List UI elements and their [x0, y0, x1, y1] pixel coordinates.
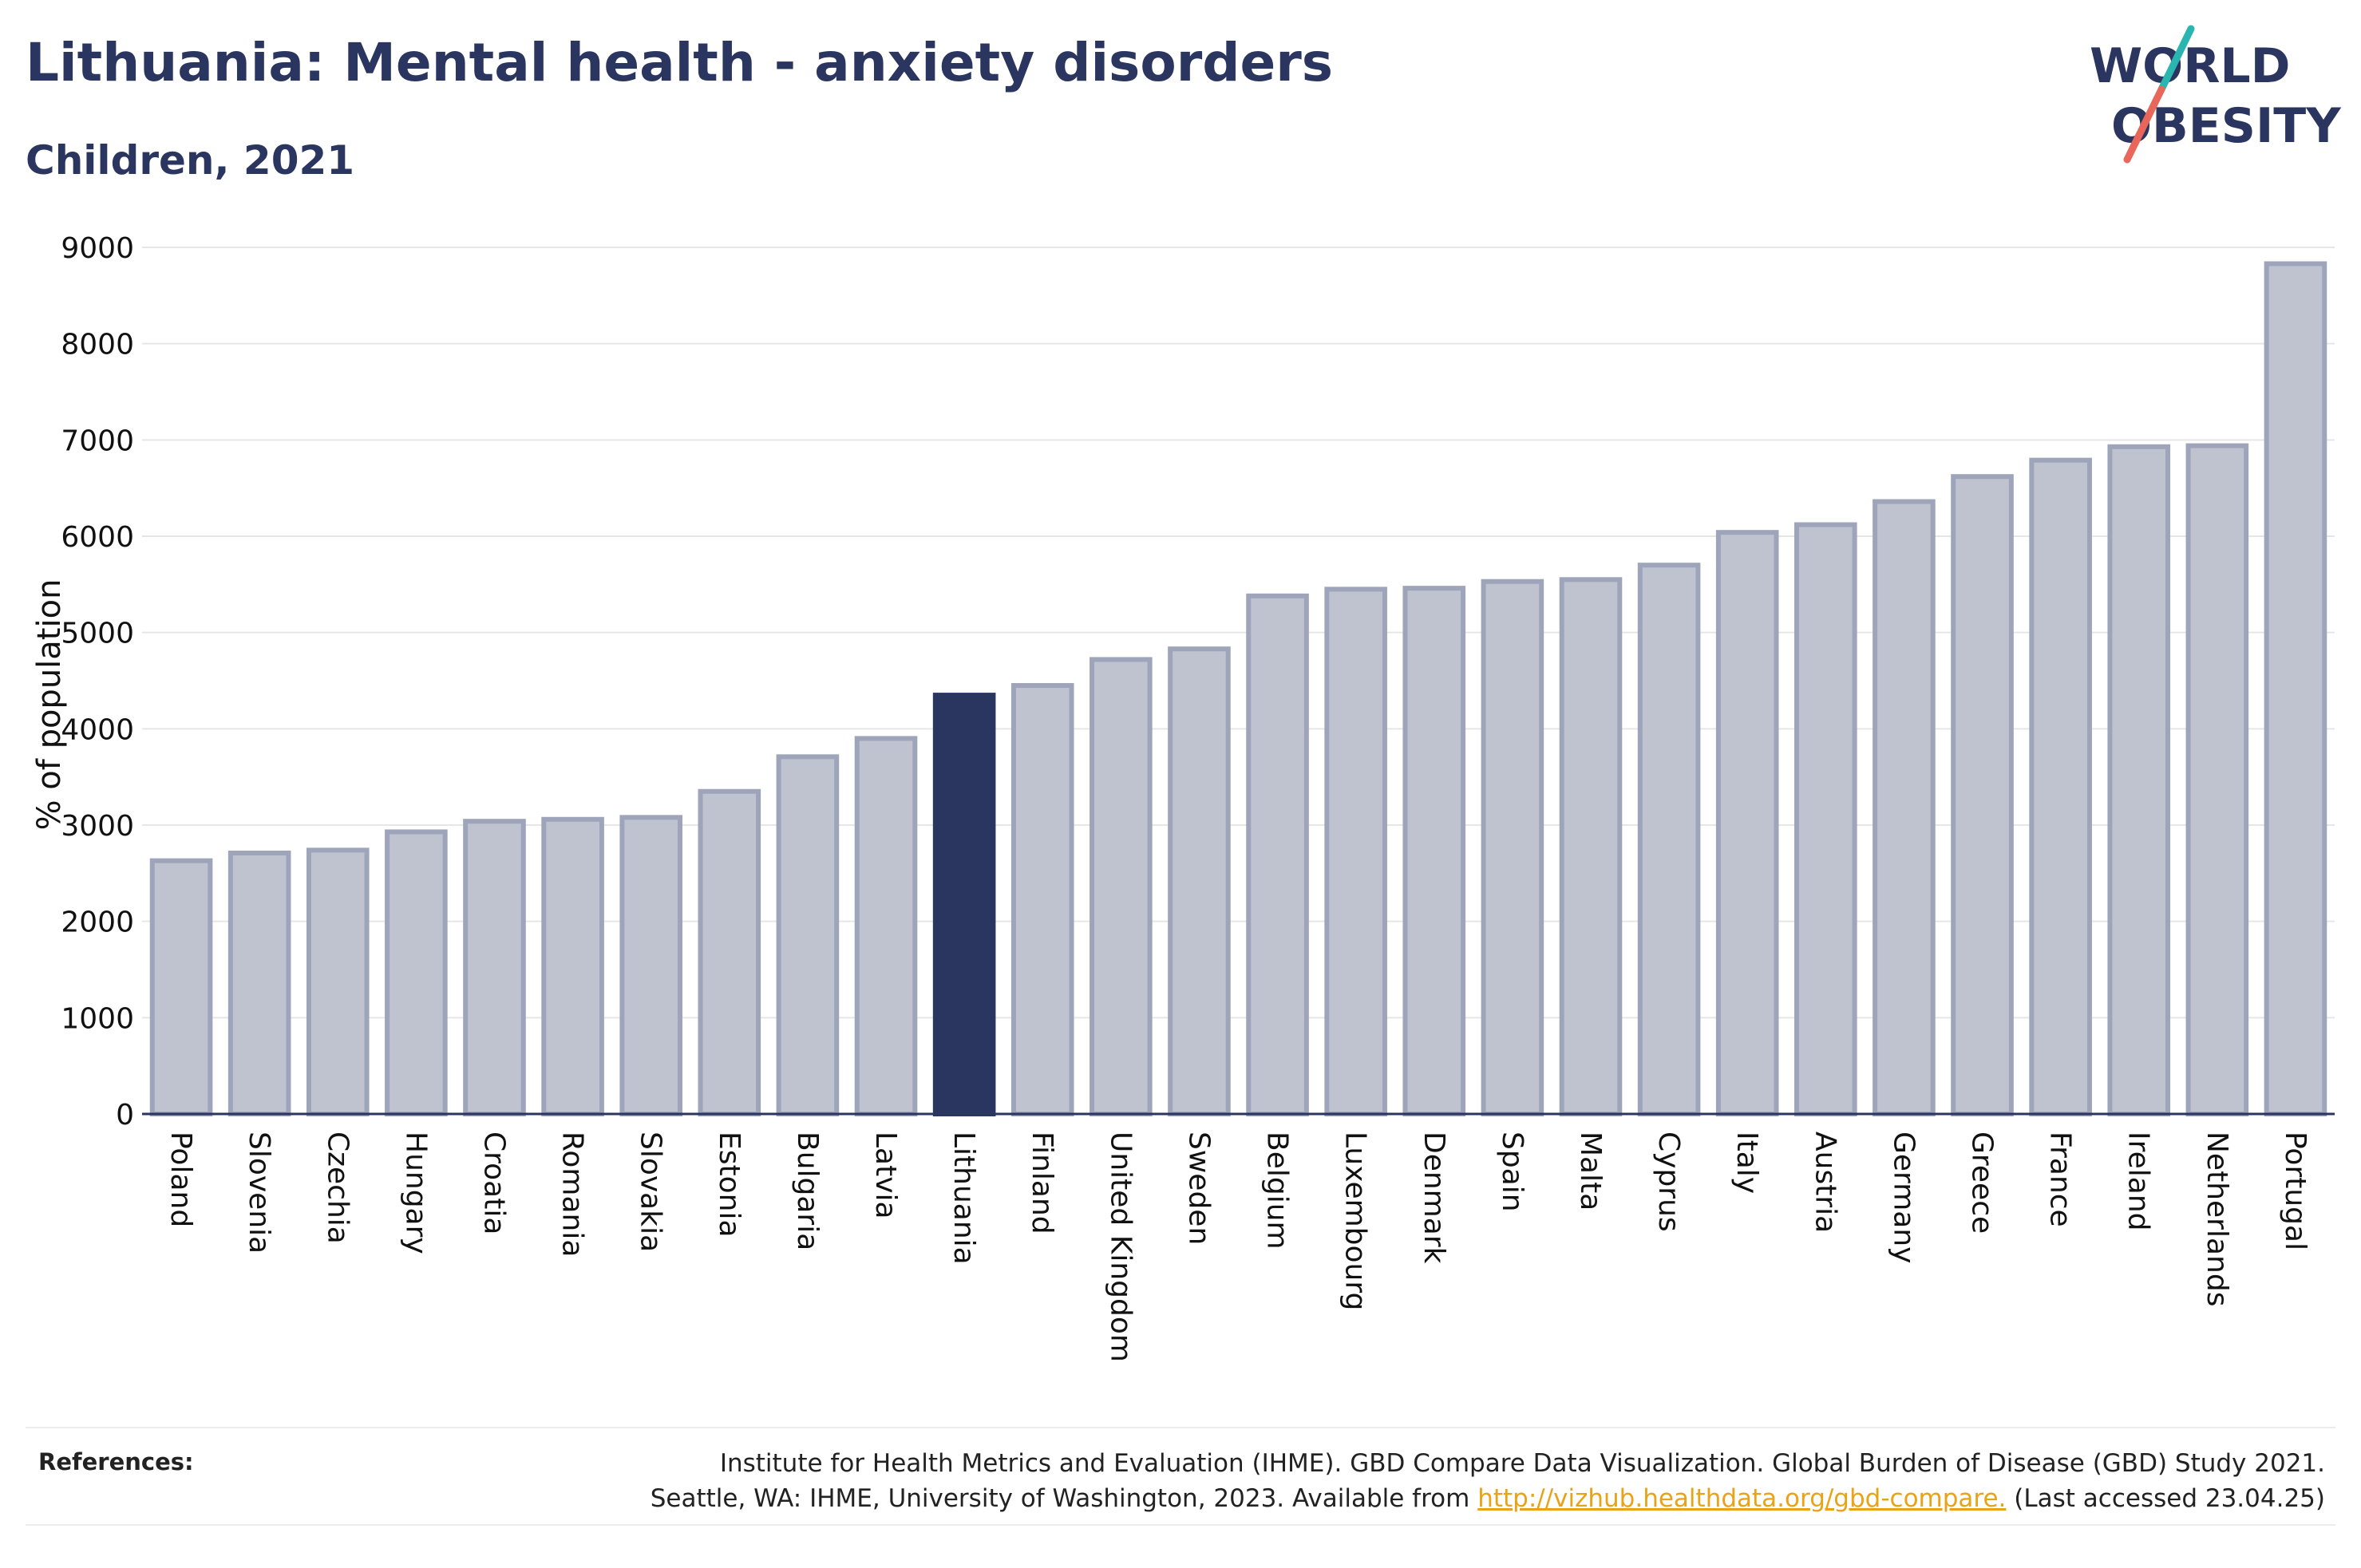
y-tick-label: 6000	[61, 521, 134, 554]
bar-slovenia	[227, 850, 291, 1116]
x-tick-label: Italy	[1730, 1132, 1763, 1194]
y-tick-label: 0	[116, 1099, 134, 1132]
bar-slovakia	[619, 815, 682, 1116]
bar-denmark	[1402, 586, 1466, 1116]
x-tick-label: Denmark	[1418, 1132, 1450, 1264]
bar-sweden	[1168, 646, 1231, 1116]
y-tick-label: 9000	[61, 232, 134, 265]
bar-finland	[1010, 683, 1074, 1116]
logo-slash-coral	[2123, 85, 2165, 164]
bar-france	[2029, 457, 2092, 1116]
bar-bulgaria	[776, 754, 840, 1116]
x-tick-label: Sweden	[1182, 1132, 1215, 1245]
references-bottom-rule	[26, 1524, 2335, 1526]
x-tick-label: Lithuania	[947, 1132, 980, 1265]
bar-latvia	[854, 736, 918, 1117]
y-tick-label: 2000	[61, 906, 134, 939]
logo-line1: WORLD	[2090, 38, 2290, 94]
y-tick-label: 1000	[61, 1002, 134, 1035]
x-tick-label: Latvia	[869, 1132, 902, 1219]
x-tick-label: Romania	[556, 1132, 589, 1257]
bar-portugal	[2264, 261, 2327, 1117]
logo-slash-teal	[2157, 25, 2195, 93]
bar-poland	[149, 858, 213, 1116]
world-obesity-logo: WORLD OBESITY	[2090, 25, 2342, 164]
x-tick-label: Finland	[1026, 1132, 1058, 1234]
bars	[149, 261, 2327, 1117]
y-tick-label: 5000	[61, 618, 134, 650]
x-tick-label: Spain	[1496, 1132, 1529, 1212]
x-tick-label: Estonia	[713, 1132, 745, 1238]
bar-luxembourg	[1324, 587, 1387, 1116]
x-tick-label: United Kingdom	[1104, 1132, 1137, 1362]
y-tick-label: 7000	[61, 425, 134, 457]
x-tick-labels: Poland Slovenia Czechia Hungary Croatia Roman…	[164, 1132, 2312, 1362]
x-tick-label: Hungary	[399, 1132, 432, 1254]
x-tick-label: Croatia	[477, 1132, 510, 1234]
bar-malta	[1559, 577, 1623, 1116]
x-tick-label: Poland	[164, 1132, 197, 1227]
x-tick-label: Cyprus	[1652, 1132, 1685, 1232]
y-tick-label: 3000	[61, 810, 134, 843]
x-tick-label: Netherlands	[2201, 1132, 2233, 1306]
x-tick-label: Slovakia	[635, 1132, 667, 1252]
bar-united-kingdom	[1090, 657, 1153, 1116]
bar-hungary	[385, 829, 448, 1116]
x-tick-label: France	[2044, 1132, 2077, 1227]
bar-estonia	[698, 788, 761, 1116]
page-subtitle: Children, 2021	[26, 137, 355, 184]
x-tick-label: Greece	[1966, 1132, 1999, 1234]
bar-lithuania	[932, 693, 996, 1116]
x-tick-label: Portugal	[2279, 1132, 2312, 1250]
bar-romania	[541, 816, 604, 1116]
x-tick-label: Luxembourg	[1339, 1132, 1372, 1310]
bar-germany	[1873, 499, 1936, 1116]
bar-italy	[1715, 530, 1779, 1116]
x-tick-label: Ireland	[2122, 1132, 2155, 1231]
bar-belgium	[1246, 593, 1309, 1116]
reference-line-2-prefix: Seattle, WA: IHME, University of Washing…	[650, 1484, 1478, 1513]
reference-link[interactable]: http://vizhub.healthdata.org/gbd-compare…	[1477, 1484, 2007, 1513]
bar-greece	[1951, 474, 2014, 1116]
x-tick-label: Bulgaria	[791, 1132, 824, 1250]
x-tick-label: Slovenia	[243, 1132, 275, 1254]
reference-line-2: Seattle, WA: IHME, University of Washing…	[409, 1481, 2325, 1516]
y-tick-label: 4000	[61, 713, 134, 746]
references-text: Institute for Health Metrics and Evaluat…	[409, 1446, 2325, 1516]
bar-netherlands	[2185, 443, 2249, 1116]
references-label: References:	[38, 1448, 194, 1475]
bar-czechia	[306, 847, 370, 1116]
bar-croatia	[463, 819, 526, 1116]
y-tick-label: 8000	[61, 329, 134, 361]
x-tick-label: Czechia	[321, 1132, 354, 1244]
x-tick-label: Austria	[1809, 1132, 1841, 1233]
reference-line-1: Institute for Health Metrics and Evaluat…	[719, 1449, 2325, 1478]
bar-austria	[1794, 522, 1857, 1116]
bar-ireland	[2107, 444, 2171, 1116]
bar-spain	[1481, 579, 1544, 1116]
x-tick-label: Belgium	[1261, 1132, 1294, 1250]
bar-cyprus	[1637, 563, 1701, 1116]
y-tick-labels: 0 1000 2000 3000 4000 5000 6000 7000 8000 9000	[61, 232, 134, 1132]
reference-line-2-suffix: (Last accessed 23.04.25)	[2006, 1484, 2325, 1513]
page-title: Lithuania: Mental health - anxiety disor…	[26, 32, 1334, 93]
y-axis-label: % of population	[31, 579, 68, 831]
references-top-rule	[26, 1427, 2335, 1428]
x-tick-label: Germany	[1887, 1132, 1920, 1263]
x-tick-label: Malta	[1574, 1132, 1607, 1211]
